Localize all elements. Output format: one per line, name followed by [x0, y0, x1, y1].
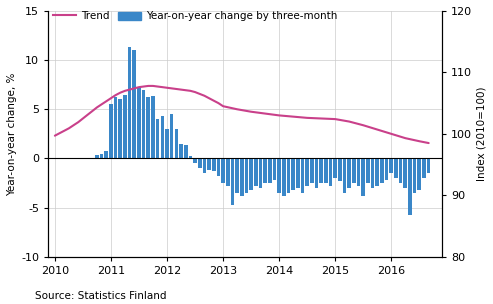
Bar — [184, 145, 187, 158]
Bar — [413, 158, 417, 193]
Bar — [156, 119, 159, 158]
Bar — [315, 158, 318, 188]
Bar — [254, 158, 258, 186]
Bar — [329, 158, 332, 186]
Legend: Trend, Year-on-year change by three-month: Trend, Year-on-year change by three-mont… — [53, 11, 338, 21]
Bar — [263, 158, 267, 183]
Bar — [105, 150, 108, 158]
Bar — [399, 158, 402, 183]
Bar — [118, 99, 122, 158]
Bar — [198, 158, 202, 168]
Bar — [380, 158, 384, 183]
Bar — [343, 158, 347, 193]
Bar — [286, 158, 290, 193]
Bar — [240, 158, 244, 196]
Bar — [319, 158, 323, 183]
Bar — [128, 47, 132, 158]
Bar — [231, 158, 234, 205]
Bar — [310, 158, 314, 183]
Bar — [394, 158, 398, 178]
Bar — [296, 158, 300, 188]
Bar — [348, 158, 351, 188]
Bar — [203, 158, 206, 173]
Bar — [165, 129, 169, 158]
Bar — [188, 157, 192, 158]
Bar — [418, 158, 421, 190]
Bar — [278, 158, 281, 193]
Bar — [403, 158, 407, 188]
Bar — [333, 158, 337, 178]
Bar — [133, 50, 136, 158]
Bar — [324, 158, 328, 183]
Bar — [170, 114, 174, 158]
Bar — [123, 95, 127, 158]
Bar — [366, 158, 370, 183]
Text: Source: Statistics Finland: Source: Statistics Finland — [35, 291, 166, 301]
Bar — [357, 158, 360, 186]
Bar — [338, 158, 342, 181]
Bar — [389, 158, 393, 173]
Bar — [249, 158, 253, 190]
Bar — [408, 158, 412, 216]
Bar — [282, 158, 285, 196]
Bar — [273, 158, 276, 180]
Bar — [146, 98, 150, 158]
Bar — [259, 158, 262, 188]
Bar — [226, 158, 230, 186]
Bar — [301, 158, 304, 193]
Bar — [305, 158, 309, 186]
Bar — [193, 158, 197, 163]
Bar — [371, 158, 374, 188]
Bar — [385, 158, 388, 180]
Bar — [216, 158, 220, 176]
Bar — [100, 154, 104, 158]
Bar — [212, 158, 215, 171]
Bar — [142, 90, 145, 158]
Bar — [376, 158, 379, 186]
Bar — [114, 98, 117, 158]
Bar — [422, 158, 426, 178]
Bar — [151, 95, 155, 158]
Bar — [427, 158, 430, 173]
Bar — [137, 87, 141, 158]
Bar — [245, 158, 248, 193]
Bar — [175, 129, 178, 158]
Bar — [179, 144, 183, 158]
Bar — [361, 158, 365, 196]
Y-axis label: Year-on-year change, %: Year-on-year change, % — [7, 72, 17, 195]
Bar — [268, 158, 272, 183]
Bar — [221, 158, 225, 183]
Bar — [95, 155, 99, 158]
Bar — [109, 104, 113, 158]
Bar — [161, 116, 164, 158]
Bar — [235, 158, 239, 193]
Y-axis label: Index (2010=100): Index (2010=100) — [476, 87, 486, 181]
Bar — [352, 158, 356, 183]
Bar — [291, 158, 295, 190]
Bar — [207, 158, 211, 170]
